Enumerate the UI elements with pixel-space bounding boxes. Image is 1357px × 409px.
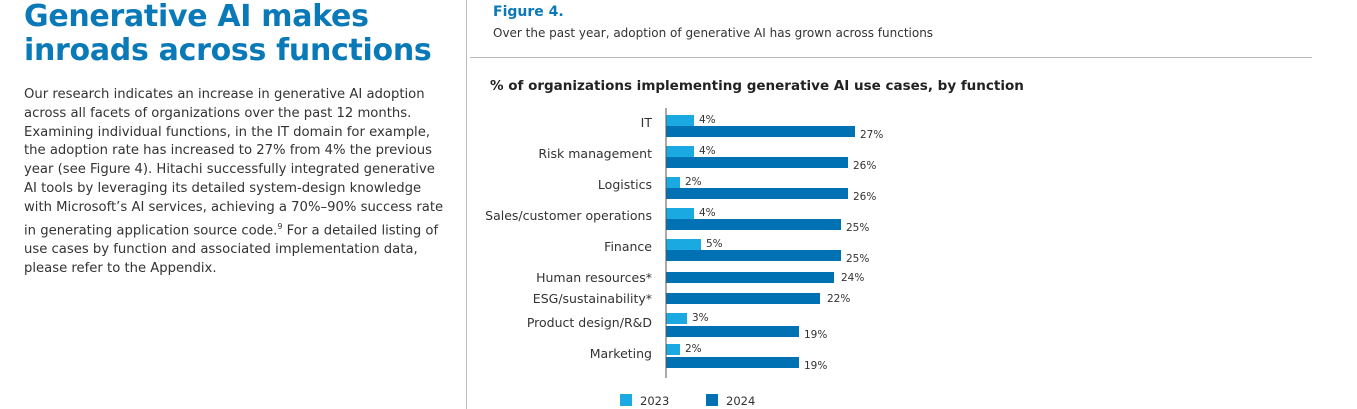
data-label-2024: 25% xyxy=(846,222,869,234)
bar-2024 xyxy=(666,188,848,199)
data-label-2023: 2% xyxy=(685,343,702,355)
data-label-2023: 5% xyxy=(706,238,723,250)
figure-subtitle: Over the past year, adoption of generati… xyxy=(493,26,934,40)
legend-label-2023: 2023 xyxy=(640,394,669,408)
body-text-1: Our research indicates an increase in ge… xyxy=(24,87,444,238)
bar-2023 xyxy=(666,344,680,355)
footnote-marker: 9 xyxy=(277,221,283,231)
category-label: Sales/customer operations xyxy=(485,208,652,223)
category-label: Risk management xyxy=(538,146,652,161)
bar-2024 xyxy=(666,357,799,368)
data-label-2024: 27% xyxy=(860,129,883,141)
chart-title: % of organizations implementing generati… xyxy=(490,78,1024,94)
article-body: Our research indicates an increase in ge… xyxy=(24,86,444,278)
legend-swatch-2023 xyxy=(620,394,632,406)
bar-2023 xyxy=(666,208,694,219)
category-label: Finance xyxy=(604,239,652,254)
data-label-2024: 19% xyxy=(804,329,827,341)
data-label-2024: 19% xyxy=(804,360,827,372)
bar-2024 xyxy=(666,157,848,168)
figure-label: Figure 4. xyxy=(493,4,564,20)
heading-line-1: Generative AI makes xyxy=(24,0,369,34)
legend-swatch-2024 xyxy=(706,394,718,406)
data-label-2024: 25% xyxy=(846,253,869,265)
bar-2024 xyxy=(666,126,855,137)
body-text-2: For a detailed listing of use cases by f… xyxy=(24,222,439,276)
bar-2023 xyxy=(666,239,701,250)
category-label: Logistics xyxy=(598,177,652,192)
legend-label-2024: 2024 xyxy=(726,394,755,408)
category-label: Marketing xyxy=(590,346,652,361)
bar-2024 xyxy=(666,326,799,337)
data-label-2023: 4% xyxy=(699,114,716,126)
article-heading: Generative AI makes inroads across funct… xyxy=(24,0,432,68)
category-label: Product design/R&D xyxy=(527,315,652,330)
category-label: Human resources* xyxy=(536,270,652,285)
data-label-2023: 4% xyxy=(699,207,716,219)
bar-2023 xyxy=(666,313,687,324)
data-label-2023: 3% xyxy=(692,312,709,324)
bar-2023 xyxy=(666,115,694,126)
heading-line-2: inroads across functions xyxy=(24,33,432,68)
bar-2024 xyxy=(666,272,834,283)
data-label-2023: 4% xyxy=(699,145,716,157)
category-label: IT xyxy=(641,115,653,130)
column-divider xyxy=(466,0,467,409)
bar-2023 xyxy=(666,177,680,188)
data-label-2023: 2% xyxy=(685,176,702,188)
bar-2024 xyxy=(666,293,820,304)
bar-2023 xyxy=(666,146,694,157)
bar-2024 xyxy=(666,219,841,230)
category-label: ESG/sustainability* xyxy=(533,291,652,306)
figure-header-divider xyxy=(470,57,1312,58)
data-label-2024: 22% xyxy=(827,293,850,305)
data-label-2024: 26% xyxy=(853,160,876,172)
data-label-2024: 24% xyxy=(841,272,864,284)
data-label-2024: 26% xyxy=(853,191,876,203)
bar-2024 xyxy=(666,250,841,261)
